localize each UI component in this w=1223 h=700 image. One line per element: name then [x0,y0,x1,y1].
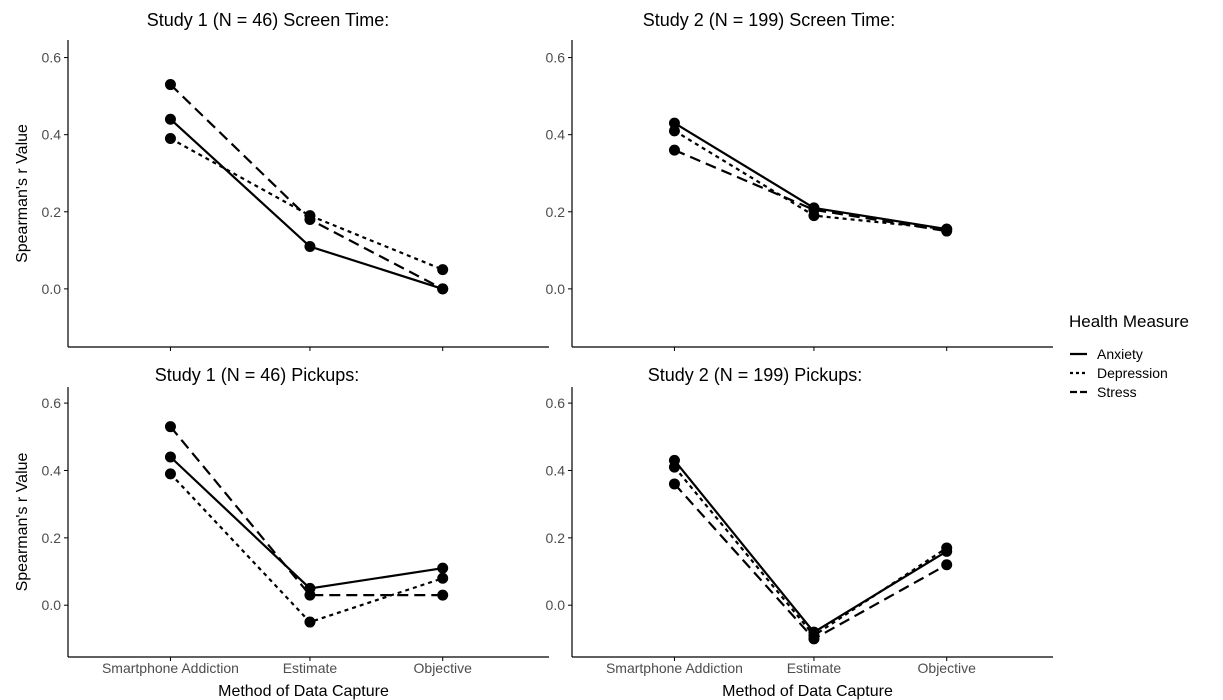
panel-1-point-depression [164,133,176,145]
panel-4-x-axis-title: Method of Data Capture [722,683,893,700]
panel-3-point-stress [437,589,449,601]
panel-1-point-anxiety [164,113,176,125]
panel-3-y-tick-label: 0.6 [42,395,62,411]
panel-4-x-tick-label: Objective [918,660,977,676]
legend-label-anxiety: Anxiety [1097,346,1143,362]
panel-3-point-anxiety [164,451,176,463]
panel-2-y-tick-label: 0.2 [546,204,566,220]
panel-3-x-axis-title: Method of Data Capture [218,683,389,700]
panel-2-point-stress [941,225,953,237]
panel-1-point-stress [437,283,449,295]
panel-3-line-stress [169,425,443,597]
panel-3-point-depression [437,572,449,584]
panel-3-line-anxiety [169,456,443,590]
panel-1-y-tick-label: 0.0 [42,281,62,297]
panel-1-point-stress [164,79,176,91]
panel-3-title: Study 1 (N = 46) Pickups: [155,365,360,385]
panel-4-y-tick-label: 0.0 [546,597,566,613]
panel-3-y-axis-title: Spearman's r Value [14,452,31,591]
panel-3-x-tick-label: Smartphone Addiction [102,660,239,676]
panel-4-x-tick-label: Estimate [787,660,842,676]
panel-4-point-stress [941,559,953,571]
panel-2-title: Study 2 (N = 199) Screen Time: [643,10,896,30]
panel-4-y-tick-label: 0.2 [546,530,566,546]
panel-4-point-stress [808,633,820,645]
panel-2-point-stress [668,144,680,156]
legend-title: Health Measure [1069,312,1189,331]
panel-1-line-stress [169,83,444,290]
panel-4-x-tick-label: Smartphone Addiction [606,660,743,676]
panel-1-line-anxiety [169,118,444,290]
panel-3-x-tick-label: Objective [414,660,473,676]
panel-2-point-stress [808,204,820,216]
panel-4-line-stress [673,483,948,641]
panel-2-y-tick-label: 0.4 [546,127,566,143]
panel-1-y-tick-label: 0.6 [42,50,62,66]
panel-1-y-tick-label: 0.4 [42,127,62,143]
panel-2-line-stress [674,149,947,233]
panel-2-point-anxiety [668,117,680,129]
legend-label-depression: Depression [1097,365,1168,381]
panel-2-y-tick-label: 0.6 [546,50,566,66]
panel-2-point-depression [668,125,680,137]
panel-2-y-tick-label: 0.0 [546,281,566,297]
panel-4-line-anxiety [673,459,948,634]
panel-3-point-depression [304,616,316,628]
panel-3-point-anxiety [437,562,449,574]
panel-4-y-tick-label: 0.4 [546,462,566,478]
panel-3-y-tick-label: 0.4 [42,462,62,478]
panel-1-point-stress [304,213,316,225]
panel-1-y-tick-label: 0.2 [42,204,62,220]
panel-1-y-axis-title: Spearman's r Value [14,124,31,263]
panel-1-point-depression [437,264,449,276]
panel-3-point-depression [164,468,176,480]
panel-3-y-tick-label: 0.2 [42,530,62,546]
panel-4-y-tick-label: 0.6 [546,395,566,411]
panel-1-title: Study 1 (N = 46) Screen Time: [147,10,390,30]
panel-3-point-stress [164,421,176,433]
panel-1-point-anxiety [304,240,316,252]
panel-3-x-tick-label: Estimate [283,660,338,676]
panel-4-point-depression [668,461,680,473]
panel-4-point-depression [941,542,953,554]
panel-4-line-depression [673,466,948,637]
panel-3-y-tick-label: 0.0 [42,597,62,613]
panel-4-point-stress [668,478,680,490]
panel-3-point-stress [304,589,316,601]
panel-4-title: Study 2 (N = 199) Pickups: [648,365,863,385]
legend-label-stress: Stress [1097,384,1137,400]
